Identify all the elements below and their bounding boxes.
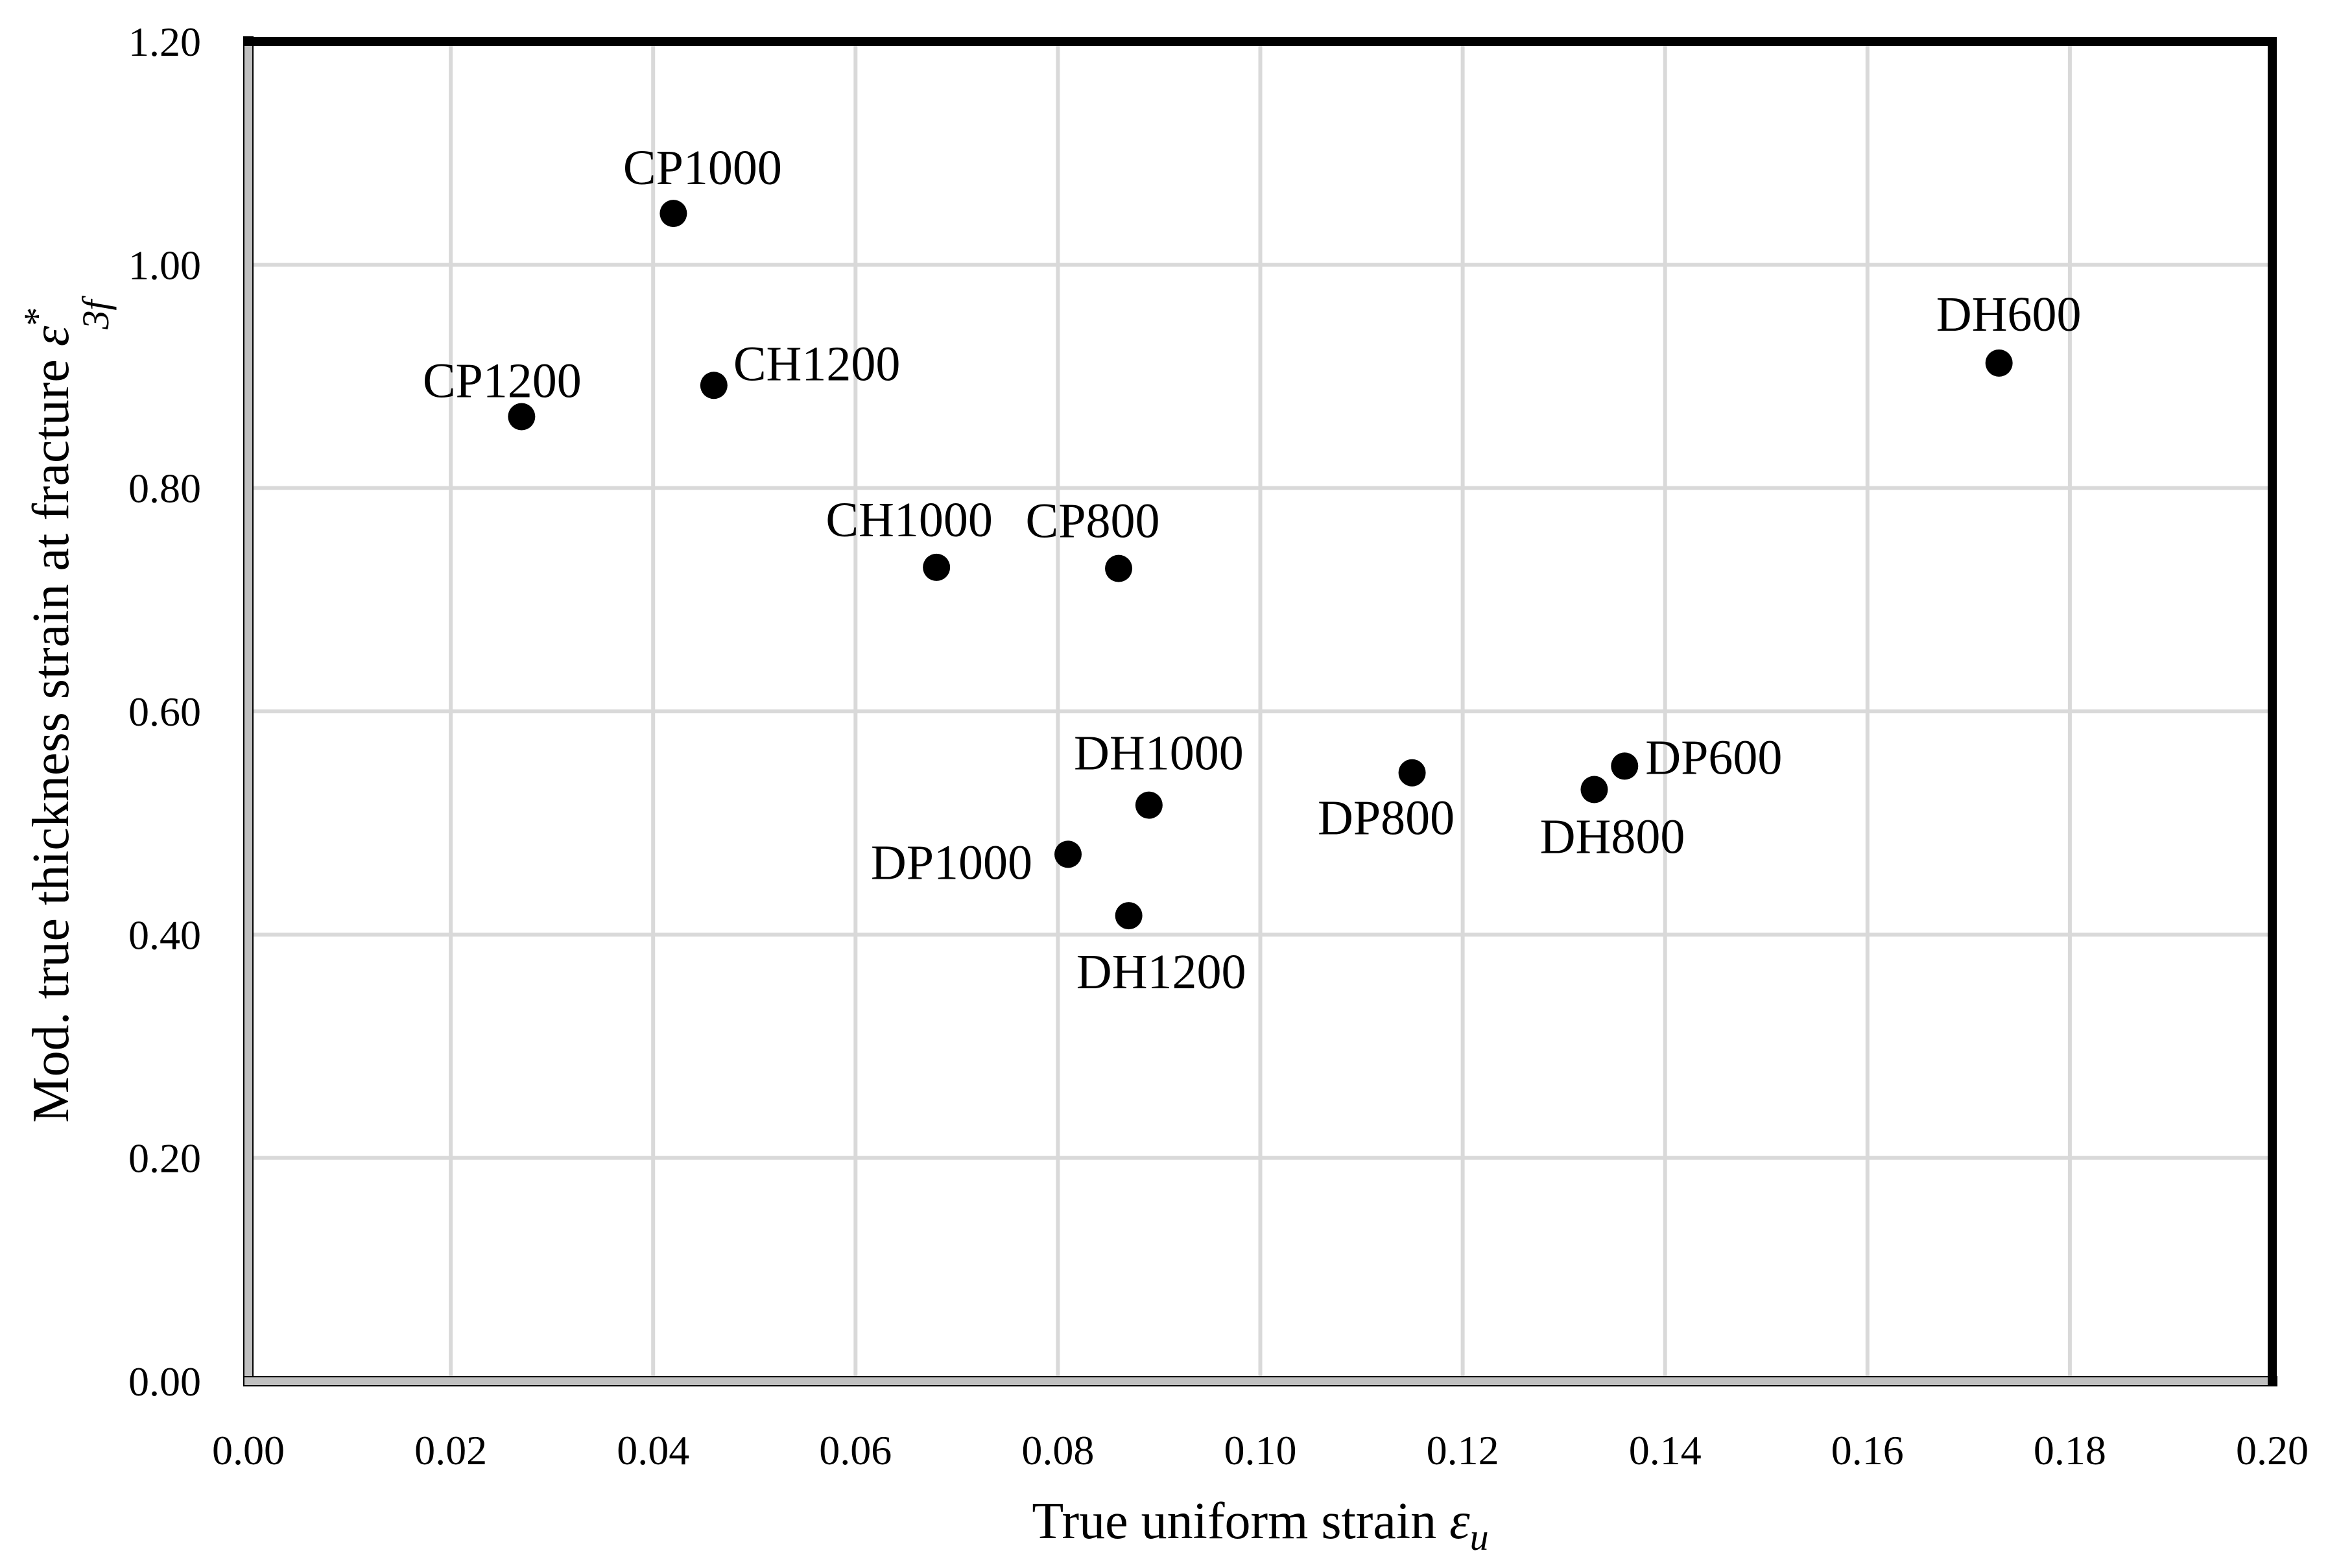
data-point-DH600 <box>1985 349 2013 377</box>
point-label-DH1000: DH1000 <box>1074 726 1244 781</box>
data-point-DP800 <box>1398 759 1426 787</box>
plot-frame-left <box>243 36 254 1386</box>
y-axis-title: Mod. true thickness strain at fracture ε… <box>16 296 117 1123</box>
x-tick-label: 0.14 <box>1629 1427 1702 1473</box>
point-label-DP600: DP600 <box>1645 730 1782 785</box>
y-tick-label: 0.00 <box>128 1359 201 1405</box>
point-label-CH1200: CH1200 <box>733 337 901 391</box>
data-point-CH1000 <box>923 553 951 581</box>
point-label-DP800: DP800 <box>1318 791 1455 846</box>
point-label-CP1000: CP1000 <box>623 141 782 195</box>
data-point-DP600 <box>1611 752 1639 780</box>
data-point-DP1000 <box>1054 840 1082 868</box>
x-tick-label: 0.10 <box>1224 1427 1297 1473</box>
y-tick-label: 0.80 <box>128 466 201 512</box>
point-label-DH600: DH600 <box>1936 287 2082 342</box>
y-tick-label: 0.60 <box>128 689 201 735</box>
point-label-CP1200: CP1200 <box>423 353 582 408</box>
point-label-DP1000: DP1000 <box>871 835 1032 890</box>
point-label-DH800: DH800 <box>1540 810 1685 864</box>
x-tick-label: 0.04 <box>617 1427 689 1473</box>
plot-frame-top <box>244 37 2277 46</box>
y-tick-label: 0.20 <box>128 1135 201 1182</box>
data-point-DH1000 <box>1135 791 1163 819</box>
data-point-DH800 <box>1580 776 1608 803</box>
x-tick-label: 0.06 <box>819 1427 892 1473</box>
y-tick-label: 1.00 <box>128 242 201 288</box>
x-tick-label: 0.12 <box>1427 1427 1499 1473</box>
point-label-CP800: CP800 <box>1026 494 1160 549</box>
x-tick-label: 0.00 <box>212 1427 285 1473</box>
plot-frame-bottom <box>243 1376 2277 1386</box>
data-point-CP1200 <box>508 403 536 431</box>
data-point-CH1200 <box>700 372 728 399</box>
x-tick-label: 0.16 <box>1831 1427 1904 1473</box>
x-axis-title: True uniform strain εu <box>1032 1493 1488 1558</box>
x-tick-label: 0.02 <box>414 1427 487 1473</box>
x-tick-label: 0.08 <box>1021 1427 1094 1473</box>
y-tick-label: 1.20 <box>128 19 201 65</box>
x-tick-label: 0.18 <box>2034 1427 2106 1473</box>
data-point-CP800 <box>1105 554 1133 582</box>
y-tick-label: 0.40 <box>128 912 201 958</box>
plot-frame-right <box>2268 37 2277 1386</box>
point-label-DH1200: DH1200 <box>1076 945 1246 999</box>
point-label-CH1000: CH1000 <box>826 493 993 547</box>
data-point-CP1000 <box>659 200 687 228</box>
x-tick-label: 0.20 <box>2236 1427 2309 1473</box>
data-point-DH1200 <box>1115 902 1143 930</box>
